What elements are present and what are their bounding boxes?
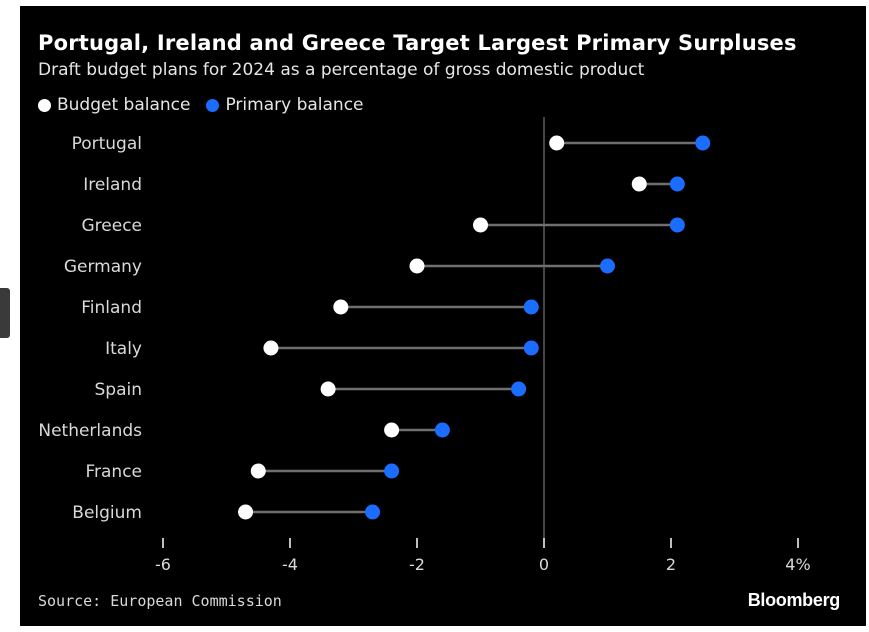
budget-balance-point-portugal [549,135,565,151]
x-tick-label-0: -6 [155,555,171,574]
budget-balance-point-netherlands [384,422,400,438]
category-label-portugal: Portugal [72,134,142,154]
legend-label-budget-balance: Budget balance [57,95,191,115]
source-note: Source: European Commission [38,592,282,610]
primary-balance-point-germany [600,258,615,274]
chart-frame: Portugal, Ireland and Greece Target Larg… [20,6,866,626]
dumbbell-chart: Portugal Ireland Greece Germany Finland Italy… [38,117,811,574]
primary-balance-point-netherlands [434,422,450,438]
category-label-france: France [85,462,142,482]
x-tick-label-4: 2 [666,555,676,574]
legend-item-primary-balance: Primary balance [206,95,364,115]
primary-balance-point-spain [511,381,527,397]
x-tick-label-2: -2 [409,555,425,574]
bloomberg-logo: Bloomberg [747,590,841,610]
category-label-greece: Greece [81,216,142,236]
legend-marker-budget-balance [38,98,51,112]
budget-balance-point-finland [333,299,349,315]
primary-balance-point-greece [669,217,685,233]
side-scroll-tab[interactable] [0,288,10,338]
budget-balance-point-spain [320,381,336,397]
legend: Budget balance Primary balance [38,95,380,115]
x-tick-label-3: 0 [539,555,549,574]
budget-balance-point-italy [263,340,279,356]
category-label-finland: Finland [81,298,142,318]
budget-balance-point-germany [409,258,425,274]
primary-balance-point-belgium [365,504,381,520]
category-label-italy: Italy [105,339,142,359]
category-label-ireland: Ireland [83,175,142,195]
legend-marker-primary-balance [206,98,220,112]
category-label-germany: Germany [64,257,142,277]
budget-balance-point-ireland [631,176,647,192]
category-label-netherlands: Netherlands [38,421,142,441]
primary-balance-point-ireland [669,176,685,192]
chart-title: Portugal, Ireland and Greece Target Larg… [38,31,797,55]
legend-label-primary-balance: Primary balance [225,95,364,115]
primary-balance-point-finland [523,299,539,315]
chart-subtitle: Draft budget plans for 2024 as a percent… [38,60,645,80]
x-tick-label-1: -4 [282,555,298,574]
category-label-spain: Spain [95,380,143,400]
budget-balance-point-greece [473,217,488,233]
legend-item-budget-balance: Budget balance [38,95,190,115]
primary-balance-point-portugal [695,135,711,151]
budget-balance-point-belgium [238,504,254,520]
category-label-belgium: Belgium [72,503,142,523]
x-tick-label-5: 4% [785,555,810,574]
budget-balance-point-france [250,463,266,479]
primary-balance-point-france [384,463,400,479]
primary-balance-point-italy [523,340,539,356]
